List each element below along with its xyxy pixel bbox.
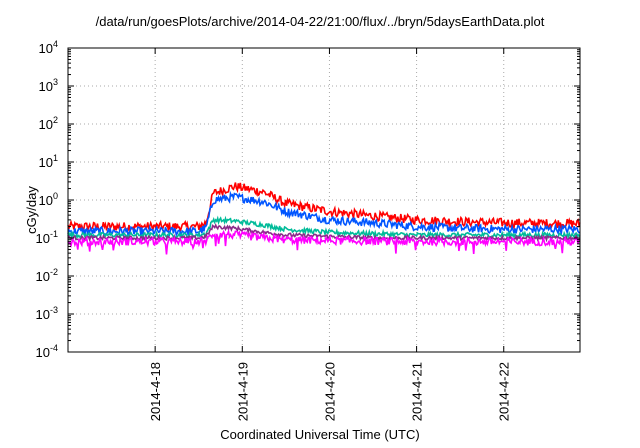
x-tick-label: 2014-4-22 — [497, 362, 512, 421]
y-tick-label: 100 — [39, 191, 58, 208]
y-tick-label: 103 — [39, 77, 58, 94]
y-tick-label: 10-1 — [36, 229, 58, 246]
x-axis-label: Coordinated Universal Time (UTC) — [220, 427, 420, 442]
x-tick-label: 2014-4-19 — [235, 362, 250, 421]
y-tick-label: 10-4 — [36, 343, 58, 360]
y-tick-label: 10-2 — [36, 267, 58, 284]
x-tick-label: 2014-4-20 — [322, 362, 337, 421]
y-tick-label: 101 — [39, 153, 58, 170]
x-tick-label: 2014-4-18 — [148, 362, 163, 421]
x-tick-label: 2014-4-21 — [410, 362, 425, 421]
series-line-5 — [67, 228, 581, 255]
series-line-2 — [67, 190, 581, 239]
y-tick-label: 104 — [39, 39, 58, 56]
series-line-3 — [67, 215, 581, 241]
chart-title: /data/run/goesPlots/archive/2014-04-22/2… — [95, 14, 545, 29]
grid — [68, 48, 580, 352]
series-line-1 — [67, 182, 581, 235]
series-layer — [67, 182, 581, 255]
y-tick-label: 10-3 — [36, 305, 58, 322]
axes: 10-4 10-3 10-2 10-1 100 101 102 103 104 2014-4-18… — [36, 39, 580, 421]
y-tick-label: 102 — [39, 115, 58, 132]
